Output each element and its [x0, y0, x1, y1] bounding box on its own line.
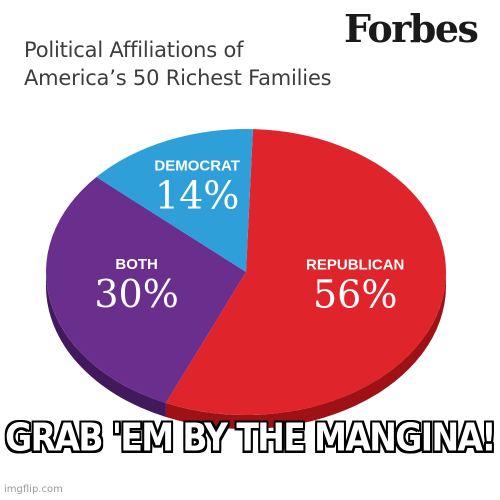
slice-value-democrat: 14% [155, 174, 239, 218]
chart-title-line-1: Political Affiliations of [24, 38, 244, 62]
pie-side-republican [165, 272, 447, 429]
pie-slice-both [46, 177, 247, 404]
slice-label-democrat: DEMOCRAT [154, 158, 240, 175]
imgflip-watermark: imgflip.com [4, 484, 63, 495]
chart-title-line-2: America’s 50 Richest Families [24, 66, 332, 90]
slice-label-both: BOTH [115, 256, 158, 273]
slice-value-both: 30% [94, 272, 178, 316]
pie-side-both [46, 272, 166, 418]
pie-slice-republican [165, 129, 447, 416]
meme-caption: GRAB 'EM BY THE MANGINA! [5, 415, 496, 460]
forbes-logo: Forbes [344, 6, 479, 51]
slice-label-republican: REPUBLICAN [306, 257, 404, 274]
pie-slice-democrat [96, 129, 253, 272]
chart-title: Political Affiliations of America’s 50 R… [24, 36, 332, 92]
slice-value-republican: 56% [313, 273, 397, 317]
